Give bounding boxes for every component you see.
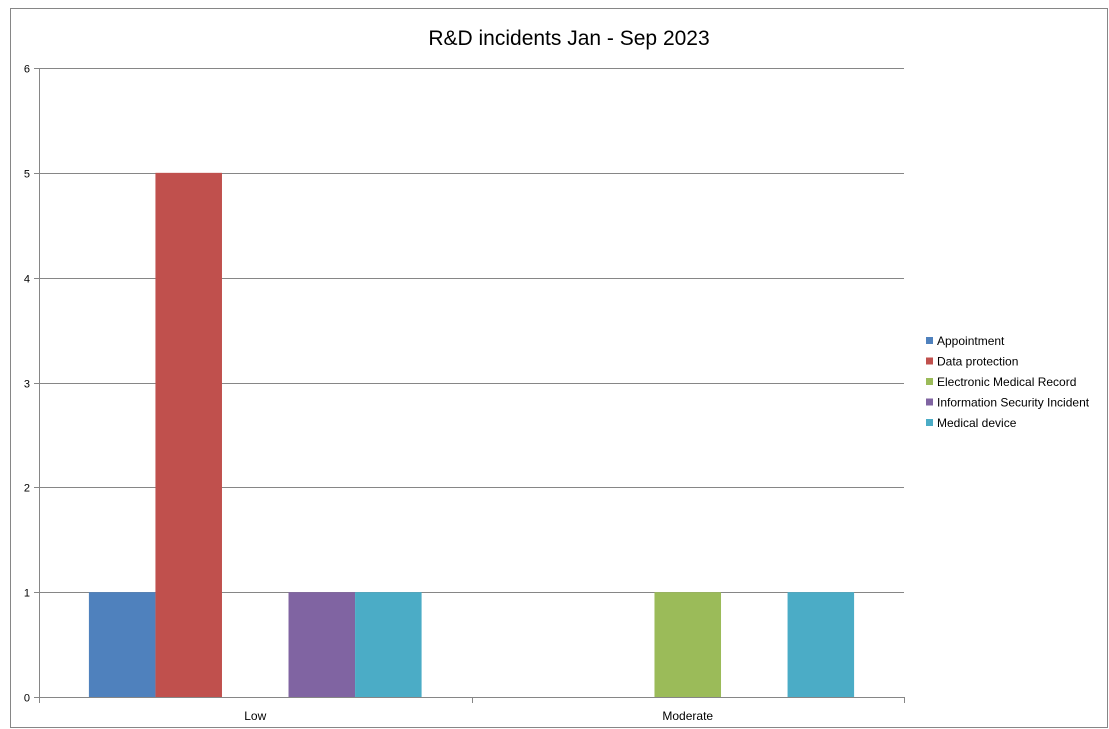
bar-medical-device-low [355,592,422,697]
bar-medical-device-moderate [787,592,855,697]
bars [88,172,855,698]
legend: Appointment Data protection Electronic Med… [926,334,1090,430]
legend-label: Medical device [937,416,1017,430]
y-tick-label: 2 [24,483,30,495]
y-tick-label: 0 [24,693,30,705]
bar-appointment-low [88,592,156,697]
legend-label: Data protection [937,355,1018,369]
y-tick-label: 4 [24,274,30,286]
y-tick-label: 6 [24,64,30,76]
x-category-label: Low [244,709,266,723]
legend-swatch [926,398,933,406]
legend-label: Electronic Medical Record [937,375,1076,389]
legend-label: Information Security Incident [937,396,1090,410]
chart-frame [10,8,1108,728]
axes: 0 1 2 3 4 5 6 Low Moderate [24,64,905,723]
y-tick-label: 1 [24,588,30,600]
legend-swatch [926,337,933,344]
legend-swatch [926,357,933,365]
x-category-label: Moderate [662,709,713,723]
y-tick-label: 5 [24,169,30,181]
legend-swatch [926,419,933,426]
chart-title: R&D incidents Jan - Sep 2023 [428,27,709,50]
bar-electronic-medical-record-moderate [654,592,722,697]
y-tick-label: 3 [24,379,30,391]
bar-information-security-incident-low [288,592,356,697]
legend-label: Appointment [937,334,1005,348]
bar-data-protection-low [155,172,222,698]
legend-swatch [926,378,933,385]
